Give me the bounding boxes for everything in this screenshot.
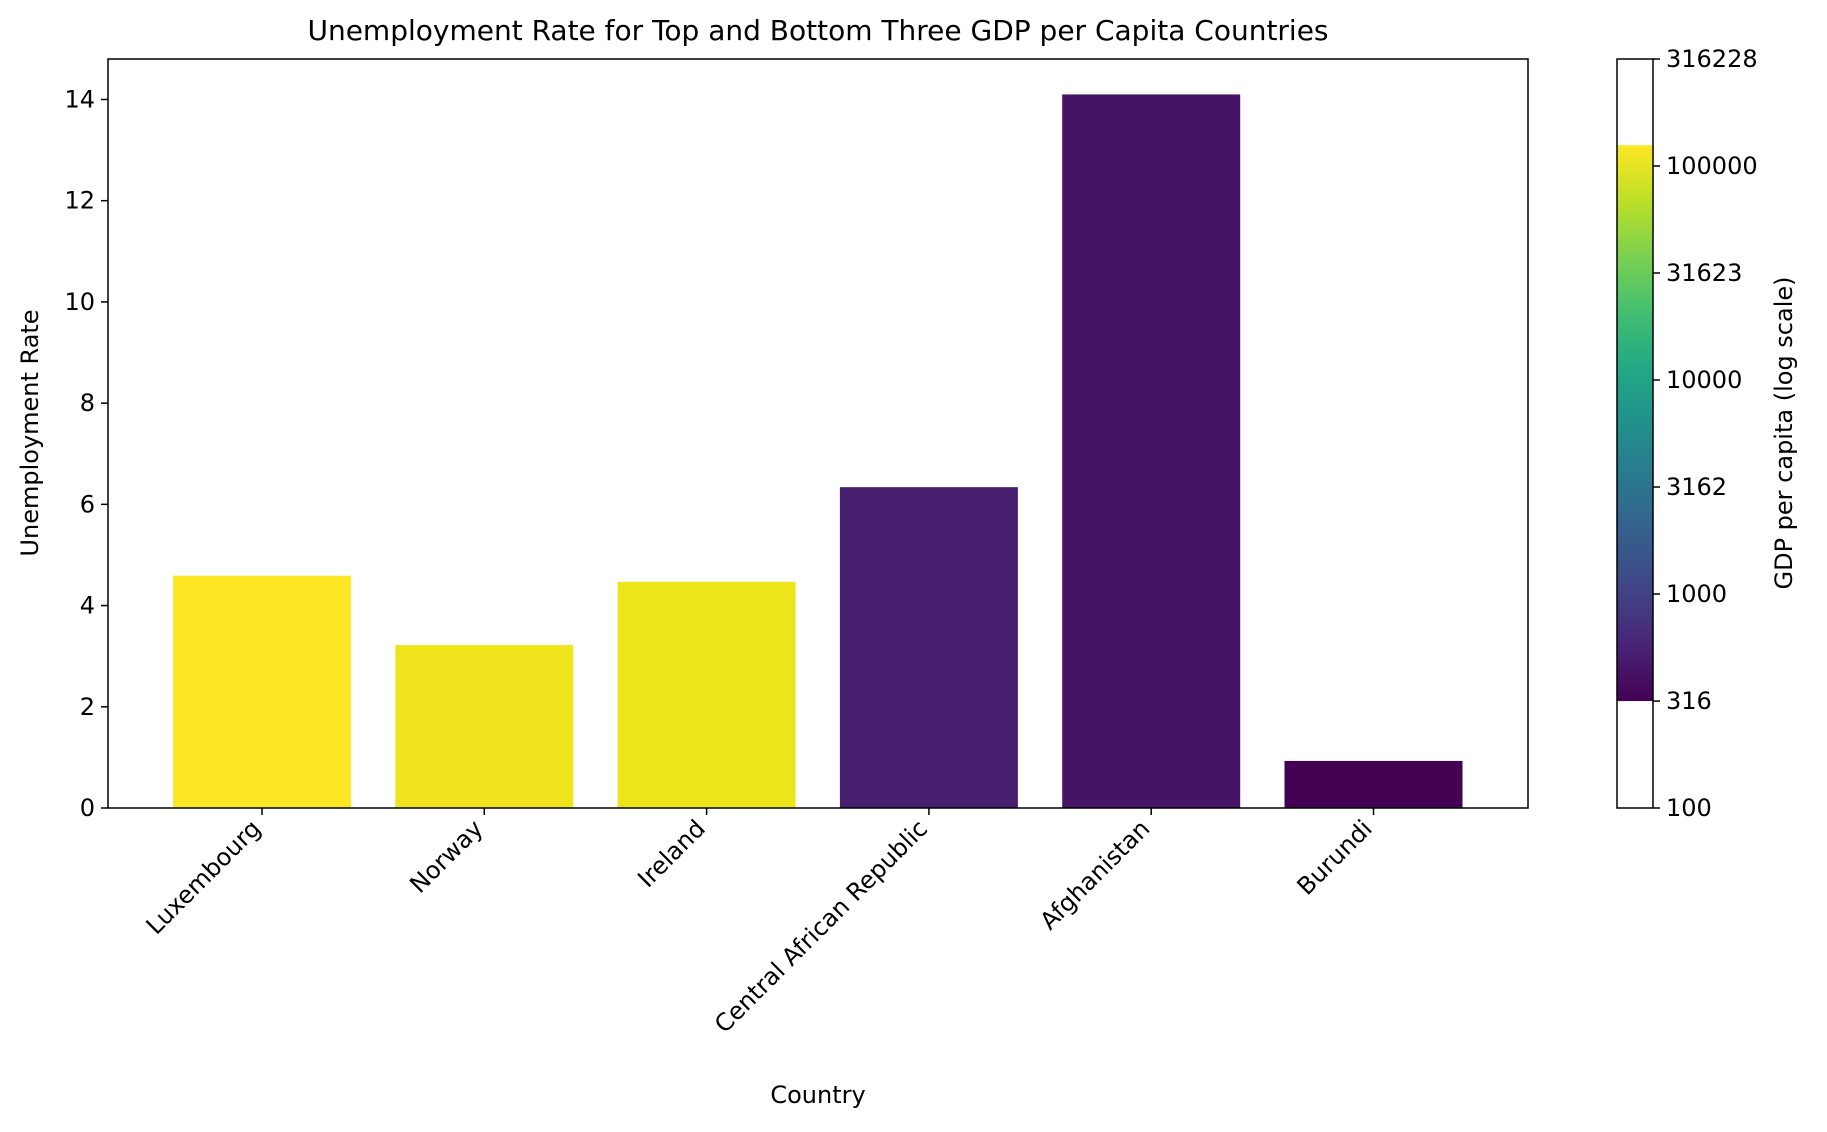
- y-tick-label: 12: [64, 187, 95, 215]
- chart-title: Unemployment Rate for Top and Bottom Thr…: [307, 14, 1328, 47]
- colorbar-tick-label: 1000: [1666, 580, 1727, 608]
- bar-ireland: [617, 581, 796, 808]
- x-tick-label: Luxembourg: [141, 814, 267, 940]
- y-tick-label: 2: [80, 693, 95, 721]
- y-tick-label: 14: [64, 85, 95, 113]
- colorbar: 100 316 1000 3162 10000 31623 100000 316228: [1616, 45, 1758, 822]
- bar-burundi: [1284, 760, 1463, 808]
- x-tick-label: Afghanistan: [1035, 814, 1156, 935]
- colorbar-tick-label: 31623: [1666, 259, 1742, 287]
- bar-norway: [395, 645, 574, 808]
- y-axis-title: Unemployment Rate: [16, 309, 44, 556]
- x-tick-label: Burundi: [1292, 814, 1378, 900]
- x-tick-label: Ireland: [632, 814, 710, 892]
- colorbar-tick-label: 316228: [1666, 45, 1758, 73]
- bar-afghanistan: [1062, 94, 1241, 809]
- y-tick-label: 4: [80, 592, 95, 620]
- colorbar-tick-label: 10000: [1666, 366, 1742, 394]
- colorbar-tick-label: 316: [1666, 687, 1712, 715]
- bars-layer: [173, 94, 1463, 809]
- colorbar-frame: [1616, 58, 1654, 809]
- x-tick-label: Norway: [404, 814, 488, 898]
- x-axis-title: Country: [770, 1081, 865, 1109]
- y-tick-label: 8: [80, 389, 95, 417]
- colorbar-gradient: [1617, 145, 1653, 702]
- bar-central-african-republic: [839, 487, 1018, 808]
- y-tick-label: 10: [64, 288, 95, 316]
- colorbar-tick-label: 100: [1666, 794, 1712, 822]
- y-tick-label: 0: [80, 794, 95, 822]
- plot-frame: [107, 58, 1529, 809]
- x-tick-label: Central African Republic: [709, 814, 933, 1038]
- colorbar-tick-label: 3162: [1666, 473, 1727, 501]
- y-axis: 0 2 4 6 8 10 12 14: [64, 85, 108, 822]
- y-tick-label: 6: [80, 490, 95, 518]
- colorbar-tick-label: 100000: [1666, 152, 1758, 180]
- bar-luxembourg: [173, 575, 351, 808]
- colorbar-title: GDP per capita (log scale): [1770, 276, 1798, 589]
